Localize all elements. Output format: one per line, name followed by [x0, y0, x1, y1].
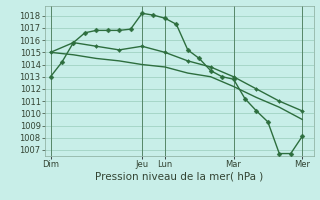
X-axis label: Pression niveau de la mer( hPa ): Pression niveau de la mer( hPa ): [95, 172, 263, 182]
